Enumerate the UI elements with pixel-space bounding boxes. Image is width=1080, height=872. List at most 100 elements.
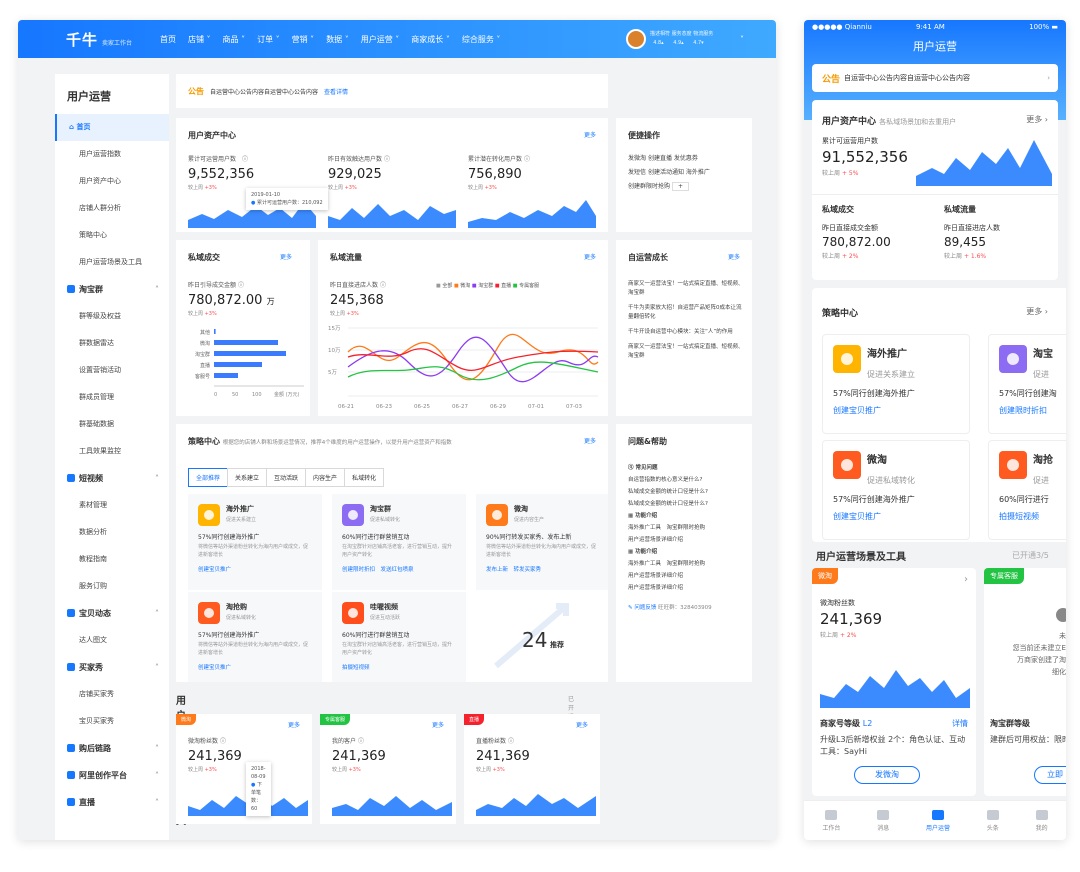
feature-link[interactable]: 用户运营场景详细介绍 xyxy=(628,585,684,591)
quick-action-item[interactable]: 发短信 xyxy=(628,169,647,176)
tab-headlines[interactable]: 头条 xyxy=(986,809,999,832)
strategy-card[interactable]: 哇喔视频 促进互动活跃 60%同行进行群营销互动 在淘宝群针对店铺高活老客，进行营销互… xyxy=(332,592,466,682)
tab-me[interactable]: 我的 xyxy=(1035,809,1048,832)
faq-link[interactable]: 私域成交金额的统计口径是什么? xyxy=(628,489,708,495)
sidebar-item[interactable]: ⌂ 首页 xyxy=(55,114,169,141)
sidebar-item[interactable]: 群成员管理 xyxy=(79,393,114,401)
strategy-action-link[interactable]: 创建限时折扣 发送红包喷泉 xyxy=(342,567,414,573)
nav-services[interactable]: 综合服务 ˅ xyxy=(461,34,501,44)
strategy-card[interactable]: 淘抢购 促进私域转化 57%同行创建海外推广 将微信等站外渠道粉丝转化为海内用户或成交… xyxy=(188,592,322,682)
tool-card[interactable]: 专属客服 更多 我的客户 ⓘ 241,369 较上周 +3% xyxy=(320,714,456,824)
sidebar-group[interactable]: 宝贝动态 ˄ xyxy=(55,600,169,627)
strategy-card[interactable]: 淘宝群 促进私域转化 60%同行进行群营销互动 在淘宝群针对店铺高活老客，进行营销互动… xyxy=(332,494,466,590)
sidebar-item[interactable]: 用户运营指数 xyxy=(79,150,121,158)
nav-orders[interactable]: 订单 ˅ xyxy=(257,34,280,44)
sidebar-item[interactable]: 群等级及权益 xyxy=(79,312,121,320)
feature-link[interactable]: 用户运营场景详细介绍 xyxy=(628,573,684,579)
more-link[interactable]: 更多 › xyxy=(1026,115,1048,124)
strategy-card[interactable]: 海外推广 促进关系建立 57%同行创建海外推广 将微信等站外渠道粉丝转化为海内用户或成… xyxy=(188,494,322,590)
mobile-strategy-card[interactable]: 微淘 促进私域转化 57%同行创建海外推广 创建宝贝推广 xyxy=(822,440,970,540)
mobile-kefu-tool[interactable]: 专属客服 未 您当前还未建立E 万商家创建了淘 细化 淘宝群等级 建群后可用权益… xyxy=(984,568,1066,796)
quick-action-item[interactable]: 海外推广 xyxy=(685,169,710,176)
more-link[interactable]: 更多 xyxy=(583,438,596,445)
more-link[interactable]: 更多 › xyxy=(1026,307,1048,316)
chevron-down-icon[interactable]: ˅ xyxy=(740,34,744,44)
more-link[interactable]: 更多 xyxy=(431,722,444,729)
sidebar-group[interactable]: 购后链路 ˄ xyxy=(55,735,169,762)
add-quick-action-button[interactable]: + xyxy=(671,182,689,191)
tab-content[interactable]: 内容生产 xyxy=(305,468,346,487)
more-link[interactable]: 更多 xyxy=(727,254,740,261)
quick-action-item[interactable]: 创建群限时抢购 xyxy=(628,183,671,190)
quick-action-item[interactable]: 发微淘 xyxy=(628,155,647,162)
more-link[interactable]: 更多 xyxy=(583,254,596,261)
sidebar-item[interactable]: 用户运营场景及工具 xyxy=(79,258,142,266)
sidebar-item[interactable]: 群基础数据 xyxy=(79,420,114,428)
nav-home[interactable]: 首页 xyxy=(160,34,176,44)
shop-info[interactable]: 描述相符 服务态度 物流服务 4.8▴ 4.9▴ 4.7▾ ˅ xyxy=(626,29,744,49)
nav-data[interactable]: 数据 ˅ xyxy=(326,34,349,44)
strategy-action-link[interactable]: 创建宝贝推广 xyxy=(198,567,232,573)
faq-link[interactable]: 自运营指数的核心意义是什么? xyxy=(628,477,703,483)
strategy-action-link[interactable]: 创建宝贝推广 xyxy=(833,512,881,521)
detail-link[interactable]: 详情 xyxy=(952,719,968,728)
post-weitao-button[interactable]: 发微淘 xyxy=(854,766,920,784)
growth-article[interactable]: 商家又一运营法宝！一站式搞定直播、短视频、淘宝群 xyxy=(628,344,744,359)
more-link[interactable]: 更多 xyxy=(280,254,293,261)
sidebar-item[interactable]: 群数据雷达 xyxy=(79,339,114,347)
more-link[interactable]: 更多 xyxy=(583,132,596,139)
sidebar-item[interactable]: 数据分析 xyxy=(79,528,107,536)
tool-card[interactable]: 直播 更多 直播粉丝数 ⓘ 241,369 较上周 +3% xyxy=(464,714,600,824)
sidebar-group[interactable]: 淘宝群 ˄ xyxy=(55,276,169,303)
sidebar-item[interactable]: 达人图文 xyxy=(79,636,107,644)
feature-link[interactable]: 海外推广工具 淘宝群限时抢购 xyxy=(628,525,706,531)
tab-all[interactable]: 全部推荐 xyxy=(188,468,229,487)
tab-relation[interactable]: 关系建立 xyxy=(227,468,268,487)
faq-link[interactable]: 私域成交金额的统计口径是什么? xyxy=(628,501,708,507)
more-link[interactable]: 更多 xyxy=(575,722,588,729)
nav-shop[interactable]: 店铺 ˅ xyxy=(188,34,211,44)
strategy-action-link[interactable]: 创建宝贝推广 xyxy=(198,665,232,671)
sidebar-item[interactable]: 策略中心 xyxy=(79,231,107,239)
strategy-action-link[interactable]: 创建限时折扣 xyxy=(999,406,1047,415)
tab-interaction[interactable]: 互动活跃 xyxy=(266,468,307,487)
sidebar-item[interactable]: 用户资产中心 xyxy=(79,177,121,185)
nav-marketing[interactable]: 营销 ˅ xyxy=(291,34,315,44)
more-link[interactable]: 更多 xyxy=(287,722,300,729)
brand-logo[interactable]: 千牛 卖家工作台 xyxy=(66,30,133,49)
mobile-strategy-card[interactable]: 淘宝 促进 57%同行创建淘 创建限时折扣 xyxy=(988,334,1066,434)
tab-user-ops[interactable]: 用户运营 xyxy=(926,809,950,832)
quick-action-item[interactable]: 发优惠券 xyxy=(673,155,698,162)
mobile-strategy-card[interactable]: 淘抢 促进 60%同行进行 拍摄短视频 xyxy=(988,440,1066,540)
mobile-strategy-card[interactable]: 海外推广 促进关系建立 57%同行创建海外推广 创建宝贝推广 xyxy=(822,334,970,434)
strategy-action-link[interactable]: 拍摄短视频 xyxy=(999,512,1039,521)
strategy-action-link[interactable]: 发布上新 转发买家秀 xyxy=(486,567,542,573)
mobile-notice[interactable]: 公告 自运营中心公告内容自运营中心公告内容 › xyxy=(812,64,1058,92)
tool-card[interactable]: 微淘 更多 微淘粉丝数 ⓘ 241,369 较上周 +3% xyxy=(176,714,312,824)
notice-detail-link[interactable]: 查看详情 xyxy=(324,88,349,96)
feedback-link[interactable]: ✎ 问题反馈 xyxy=(628,605,657,611)
quick-action-item[interactable]: 创建直播 xyxy=(647,155,672,162)
sidebar-item[interactable]: 宝贝买家秀 xyxy=(79,717,114,725)
growth-article[interactable]: 千牛为卖家放大招！自运营产品矩阵0成本让流量翻倍转化 xyxy=(628,305,742,320)
sidebar-item[interactable]: 店铺买家秀 xyxy=(79,690,114,698)
tab-messages[interactable]: 消息 xyxy=(877,809,889,832)
sidebar-item[interactable]: 工具效果监控 xyxy=(79,447,121,455)
tab-conversion[interactable]: 私域转化 xyxy=(344,468,385,487)
feature-link[interactable]: 用户运营场景详细介绍 xyxy=(628,537,684,543)
sidebar-item[interactable]: 教程指南 xyxy=(79,555,107,563)
quick-action-item[interactable]: 创建活动通知 xyxy=(647,169,684,176)
tab-workbench[interactable]: 工作台 xyxy=(822,809,840,832)
join-button[interactable]: 立即 xyxy=(1034,766,1066,784)
strategy-action-link[interactable]: 创建宝贝推广 xyxy=(833,406,881,415)
sidebar-group[interactable]: 买家秀 ˄ xyxy=(55,654,169,681)
sidebar-item[interactable]: 店铺人群分析 xyxy=(79,204,121,212)
sidebar-item[interactable]: 设置营销活动 xyxy=(79,366,121,374)
growth-article[interactable]: 商家又一运营法宝！一站式搞定直播、短视频、淘宝群 xyxy=(628,281,744,296)
sidebar-group[interactable]: 阿里创作平台 ˄ xyxy=(55,762,169,789)
flow-legend[interactable]: ■ 全部 ■ 微淘 ■ 淘宝群 ■ 直播 ■ 专属客服 xyxy=(436,283,540,289)
nav-goods[interactable]: 商品 ˅ xyxy=(222,34,246,44)
shop-avatar[interactable] xyxy=(626,29,646,49)
feature-link[interactable]: 海外推广工具 淘宝群限时抢购 xyxy=(628,561,706,567)
nav-growth[interactable]: 商家成长 ˅ xyxy=(411,34,450,44)
